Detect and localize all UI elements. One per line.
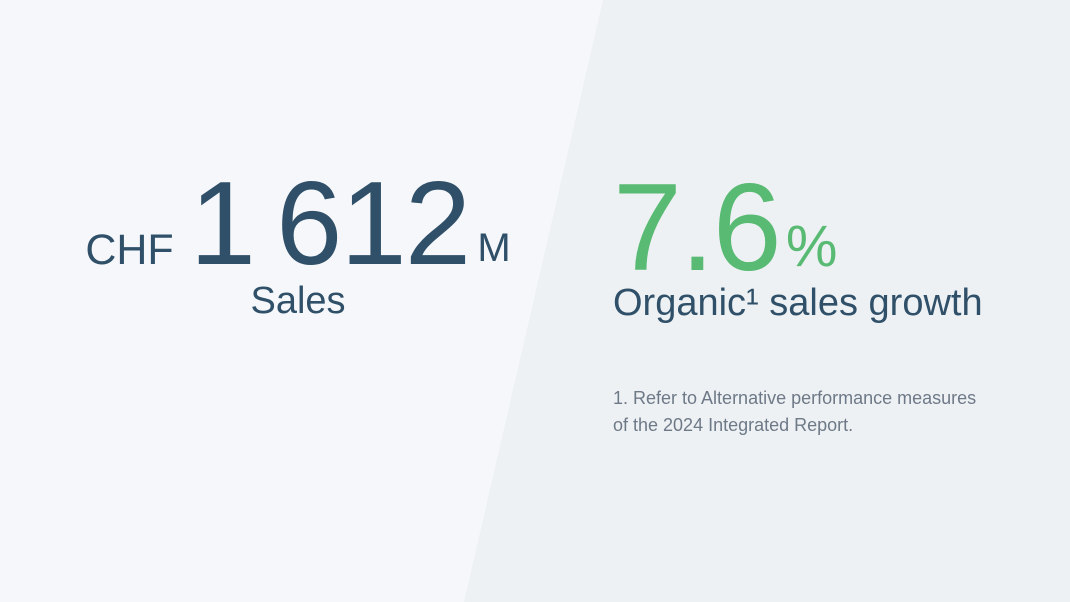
sales-value-line: CHF 1 612 M xyxy=(0,164,596,283)
organic-growth-value-line: 7.6% xyxy=(613,166,983,290)
sales-value: 1 612 xyxy=(189,157,471,290)
percent-sign: % xyxy=(785,214,838,279)
sales-label: Sales xyxy=(250,280,346,322)
currency-label: CHF xyxy=(85,226,174,274)
footnote-line-2: of the 2024 Integrated Report. xyxy=(613,414,854,435)
organic-growth-label: Organic¹ sales growth xyxy=(613,282,983,324)
footnote: 1. Refer to Alternative performance meas… xyxy=(613,385,983,439)
sales-unit-label: M xyxy=(477,226,511,270)
organic-growth-value: 7.6 xyxy=(613,159,782,297)
footnote-line-1: 1. Refer to Alternative performance meas… xyxy=(613,387,977,408)
sales-stat: CHF 1 612 M Sales xyxy=(0,164,596,323)
organic-growth-stat: 7.6% Organic¹ sales growth 1. Refer to A… xyxy=(613,166,983,439)
